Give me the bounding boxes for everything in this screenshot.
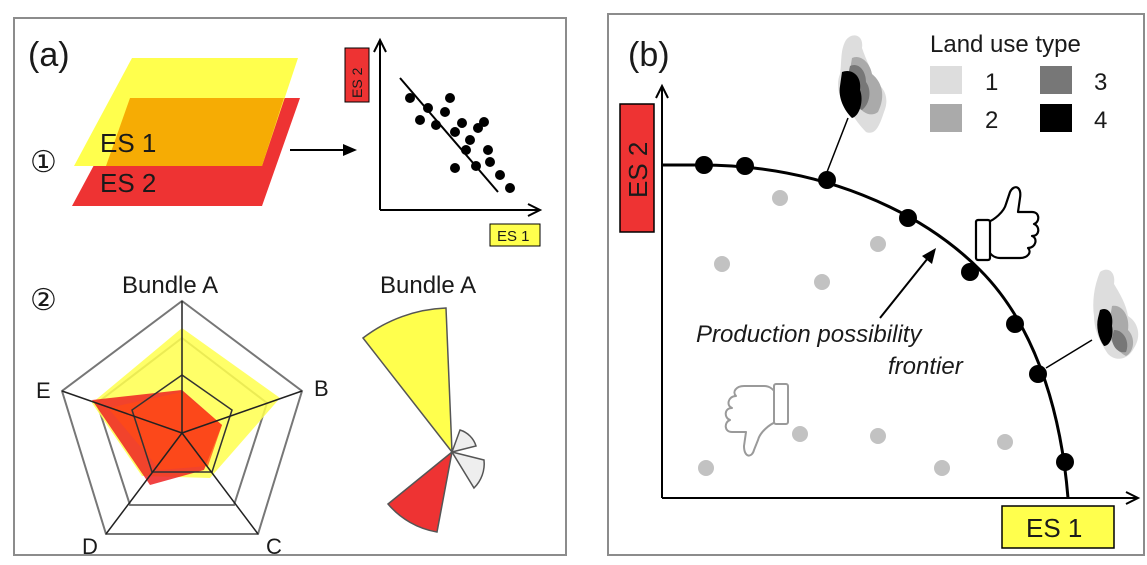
rose-chart: Bundle A xyxy=(361,272,485,533)
radar-axis-label-d: D xyxy=(82,534,98,559)
scatter-point xyxy=(471,161,481,171)
frontier-point xyxy=(961,263,979,281)
interior-points xyxy=(698,190,1013,476)
panel-b-label: (b) xyxy=(628,36,670,74)
x-axis-label: ES 1 xyxy=(1026,513,1082,543)
radar-ring-outer xyxy=(60,299,304,535)
land-use-map-right xyxy=(1093,269,1139,359)
interior-point xyxy=(772,190,788,206)
layer-es2-label: ES 2 xyxy=(100,168,156,198)
radar-title: Bundle A xyxy=(122,272,218,299)
rose-petal-yellow xyxy=(361,307,453,455)
scatter-point xyxy=(440,107,450,117)
x-axis-label-box xyxy=(1001,505,1115,549)
legend-swatch-4 xyxy=(1040,104,1072,132)
frontier-label-line-1: Production possibility xyxy=(696,321,923,348)
scatter-point xyxy=(465,135,475,145)
legend-title: Land use type xyxy=(930,31,1081,58)
frontier-point xyxy=(1056,453,1074,471)
legend-swatch-2 xyxy=(930,104,962,132)
step-1-marker: ① xyxy=(30,146,57,179)
scatter-point xyxy=(479,117,489,127)
scatter-x-label-box xyxy=(489,223,541,247)
frontier-label-line-2: frontier xyxy=(888,353,964,380)
radar-axis-label-c: C xyxy=(266,534,282,559)
y-axis-label-box xyxy=(619,103,655,233)
interior-point xyxy=(870,428,886,444)
thumbs-down-icon xyxy=(724,383,789,457)
scatter-point xyxy=(483,145,493,155)
scatter-point xyxy=(445,93,455,103)
radar-chart: Bundle A B C D E xyxy=(36,272,329,559)
radar-ring-inner xyxy=(131,374,233,473)
legend-swatch-3 xyxy=(1040,66,1072,94)
frontier-point xyxy=(899,209,917,227)
interior-point xyxy=(698,460,714,476)
scatter-point xyxy=(457,118,467,128)
interior-point xyxy=(870,236,886,252)
frontier-points xyxy=(695,156,1074,471)
scatter-point xyxy=(405,93,415,103)
callout-line-right xyxy=(1045,339,1093,369)
scatter-trend-line xyxy=(399,77,499,193)
legend: Land use type 1 2 3 4 xyxy=(930,31,1107,134)
radar-axis-label-e: E xyxy=(36,378,51,403)
layer-overlap-orange xyxy=(106,98,284,166)
scatter-point xyxy=(495,170,505,180)
frontier-point xyxy=(1006,315,1024,333)
frontier-point xyxy=(1029,365,1047,383)
step-2-marker: ② xyxy=(30,284,57,317)
interior-point xyxy=(997,434,1013,450)
scatter-point xyxy=(431,120,441,130)
frontier-point xyxy=(736,157,754,175)
interior-point xyxy=(792,426,808,442)
radar-axis-label-b: B xyxy=(314,376,329,401)
legend-swatch-1 xyxy=(930,66,962,94)
thumbs-up-icon xyxy=(974,186,1040,262)
scatter-point xyxy=(415,115,425,125)
interior-point xyxy=(934,460,950,476)
panel-a-label: (a) xyxy=(28,36,70,74)
scatter-points xyxy=(405,93,515,193)
rose-petal-grey-1 xyxy=(450,429,477,454)
scatter-point xyxy=(485,157,495,167)
rose-petal-grey-2 xyxy=(450,450,485,490)
panel-a: (a) ① ES 1 ES 2 ES 2 ES 1 xyxy=(13,17,567,559)
interior-point xyxy=(714,256,730,272)
interior-point xyxy=(814,274,830,290)
radar-overlap xyxy=(108,392,222,470)
panel-b: (b) ES 2 ES 1 xyxy=(607,13,1145,556)
arrow-to-scatter xyxy=(290,144,357,156)
frontier-point xyxy=(818,171,836,189)
scatter-plot: ES 2 ES 1 xyxy=(344,37,543,247)
legend-label-4: 4 xyxy=(1094,107,1107,134)
land-use-map-top xyxy=(838,35,887,133)
layer-stack: ES 1 ES 2 xyxy=(72,58,300,206)
rose-petal-red xyxy=(386,450,454,533)
frontier-label-arrow xyxy=(879,248,936,319)
radar-spokes xyxy=(61,301,303,535)
scatter-point xyxy=(505,183,515,193)
scatter-y-label: ES 2 xyxy=(349,67,365,98)
legend-label-2: 2 xyxy=(985,107,998,134)
legend-label-3: 3 xyxy=(1094,69,1107,96)
callout-line-top xyxy=(826,117,849,173)
rose-title: Bundle A xyxy=(380,272,476,299)
scatter-x-label: ES 1 xyxy=(497,228,530,245)
legend-label-1: 1 xyxy=(985,69,998,96)
scatter-point xyxy=(450,127,460,137)
scatter-point xyxy=(461,145,471,155)
layer-es1-label: ES 1 xyxy=(100,128,156,158)
y-axis-label: ES 2 xyxy=(623,142,653,198)
scatter-point xyxy=(450,163,460,173)
scatter-y-label-box xyxy=(344,47,370,103)
frontier-point xyxy=(695,156,713,174)
scatter-point xyxy=(423,103,433,113)
